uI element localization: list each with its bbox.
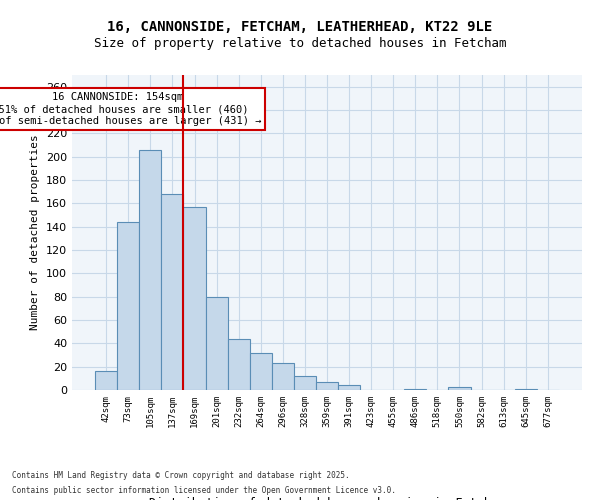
Bar [448,386,470,390]
X-axis label: Distribution of detached houses by size in Fetcham: Distribution of detached houses by size … [149,496,505,500]
Bar [184,207,206,390]
Text: Contains public sector information licensed under the Open Government Licence v3: Contains public sector information licen… [12,486,396,495]
Text: Contains HM Land Registry data © Crown copyright and database right 2025.: Contains HM Land Registry data © Crown c… [12,471,350,480]
Y-axis label: Number of detached properties: Number of detached properties [31,134,40,330]
Text: Size of property relative to detached houses in Fetcham: Size of property relative to detached ho… [94,38,506,51]
Bar [206,296,227,390]
Bar [294,376,316,390]
Bar [338,386,360,390]
Bar [95,372,117,390]
Bar [139,150,161,390]
Text: 16, CANNONSIDE, FETCHAM, LEATHERHEAD, KT22 9LE: 16, CANNONSIDE, FETCHAM, LEATHERHEAD, KT… [107,20,493,34]
Bar [316,382,338,390]
Bar [272,363,294,390]
Bar [161,194,184,390]
Bar [250,352,272,390]
Bar [404,389,427,390]
Bar [227,338,250,390]
Text: 16 CANNONSIDE: 154sqm
← 51% of detached houses are smaller (460)
48% of semi-det: 16 CANNONSIDE: 154sqm ← 51% of detached … [0,92,261,126]
Bar [117,222,139,390]
Bar [515,389,537,390]
